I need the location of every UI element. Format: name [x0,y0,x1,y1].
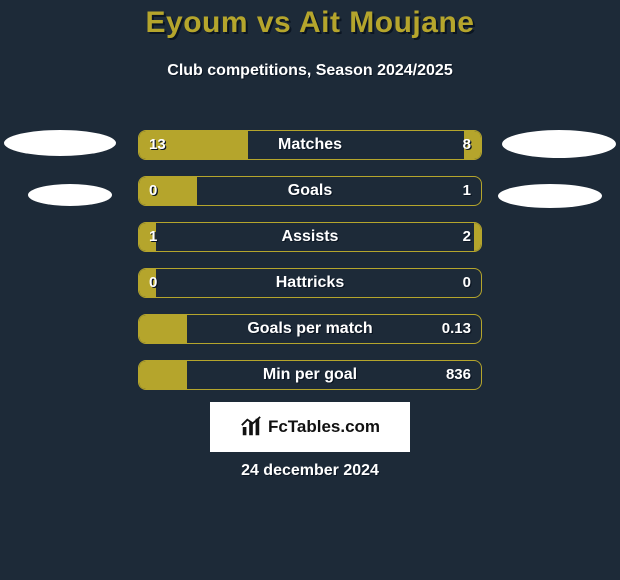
comparison-infographic: Eyoum vs Ait Moujane Club competitions, … [0,6,620,580]
stat-row: 138Matches [138,130,482,160]
avatar-placeholder-1 [28,184,112,206]
stat-label: Matches [139,131,481,159]
avatar-placeholder-0 [4,130,116,156]
stat-row: 01Goals [138,176,482,206]
stat-row: 00Hattricks [138,268,482,298]
stats-panel: 138Matches 01Goals 12Assists 00Hattricks 0.1… [138,130,482,406]
stat-label: Min per goal [139,361,481,389]
stat-label: Goals per match [139,315,481,343]
stat-row: 12Assists [138,222,482,252]
chart-icon [240,416,262,438]
stat-label: Assists [139,223,481,251]
page-subtitle: Club competitions, Season 2024/2025 [0,62,620,80]
avatar-placeholder-3 [498,184,602,208]
date-label: 24 december 2024 [0,462,620,480]
stat-row: 836Min per goal [138,360,482,390]
stat-label: Goals [139,177,481,205]
avatar-placeholder-2 [502,130,616,158]
stat-row: 0.13Goals per match [138,314,482,344]
brand-text: FcTables.com [268,417,380,437]
page-title: Eyoum vs Ait Moujane [0,6,620,40]
stat-label: Hattricks [139,269,481,297]
brand-badge: FcTables.com [210,402,410,452]
